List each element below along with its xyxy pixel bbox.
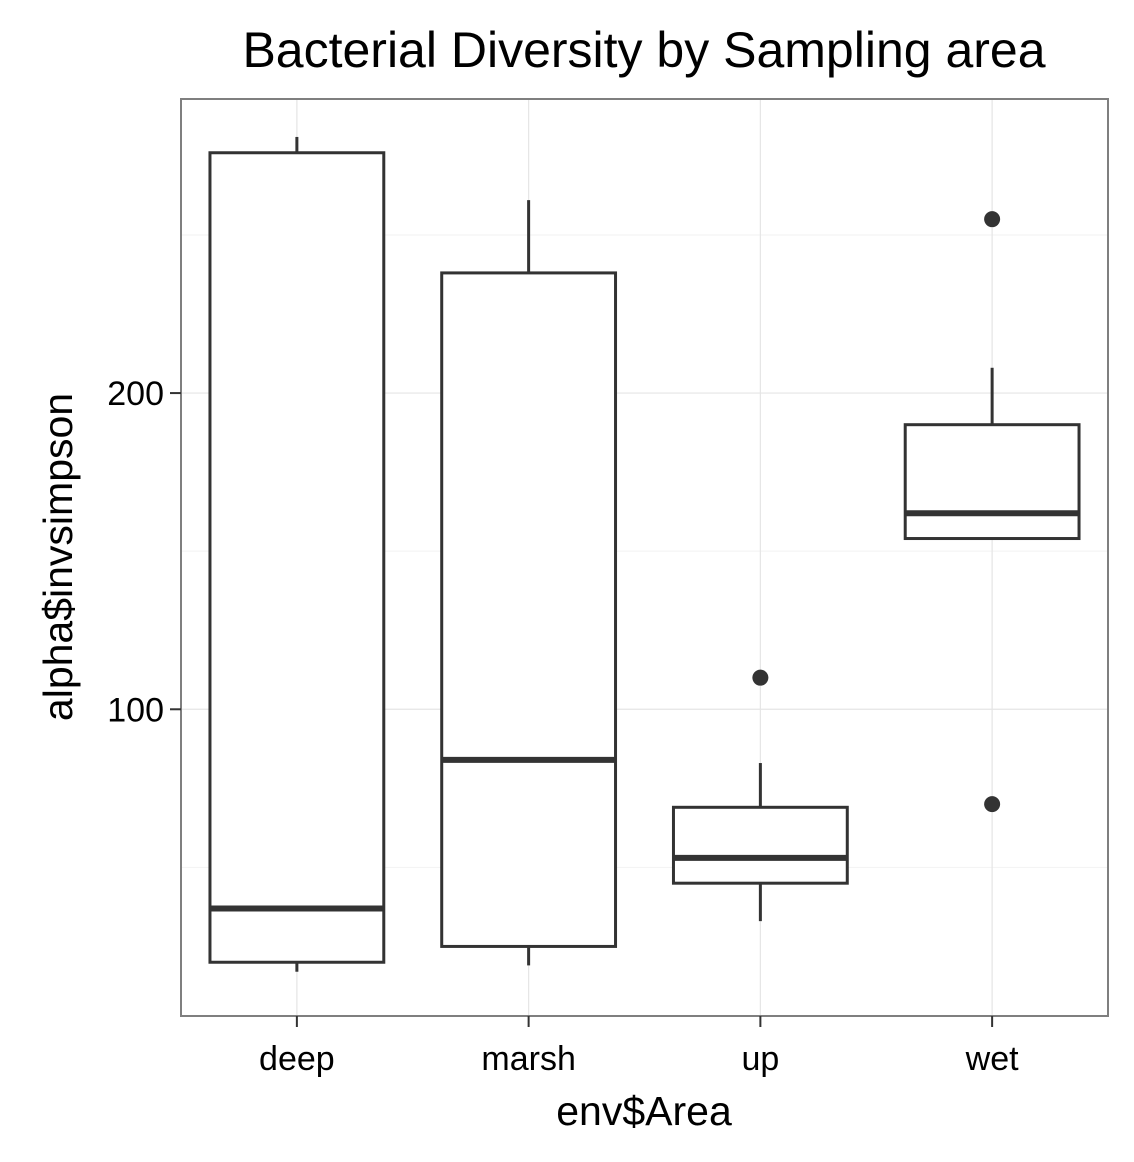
- x-tick-label: wet: [965, 1040, 1019, 1078]
- box-iqr: [903, 423, 1081, 541]
- box-up: [671, 669, 849, 922]
- y-axis: 100 200: [107, 375, 181, 729]
- plot-border: [180, 98, 1109, 1017]
- outlier-point: [984, 796, 1001, 813]
- y-axis-title: alpha$invsimpson: [35, 393, 81, 721]
- outlier-point: [984, 211, 1001, 228]
- x-tick-label: up: [741, 1040, 779, 1078]
- x-tick-label: marsh: [481, 1040, 575, 1078]
- y-tick-label: 100: [107, 691, 164, 729]
- x-axis: deep marsh up wet: [259, 1016, 1019, 1078]
- outlier-point: [752, 669, 769, 686]
- box-wet: [903, 211, 1081, 813]
- box-iqr: [208, 151, 386, 964]
- box-iqr: [671, 805, 849, 885]
- box-marsh: [440, 200, 618, 966]
- boxplots: [208, 136, 1081, 972]
- x-axis-title: env$Area: [556, 1088, 732, 1134]
- box-deep: [208, 136, 386, 972]
- chart-title: Bacterial Diversity by Sampling area: [242, 22, 1045, 78]
- box-iqr: [440, 271, 618, 948]
- x-tick-label: deep: [259, 1040, 335, 1078]
- y-tick-label: 200: [107, 375, 164, 413]
